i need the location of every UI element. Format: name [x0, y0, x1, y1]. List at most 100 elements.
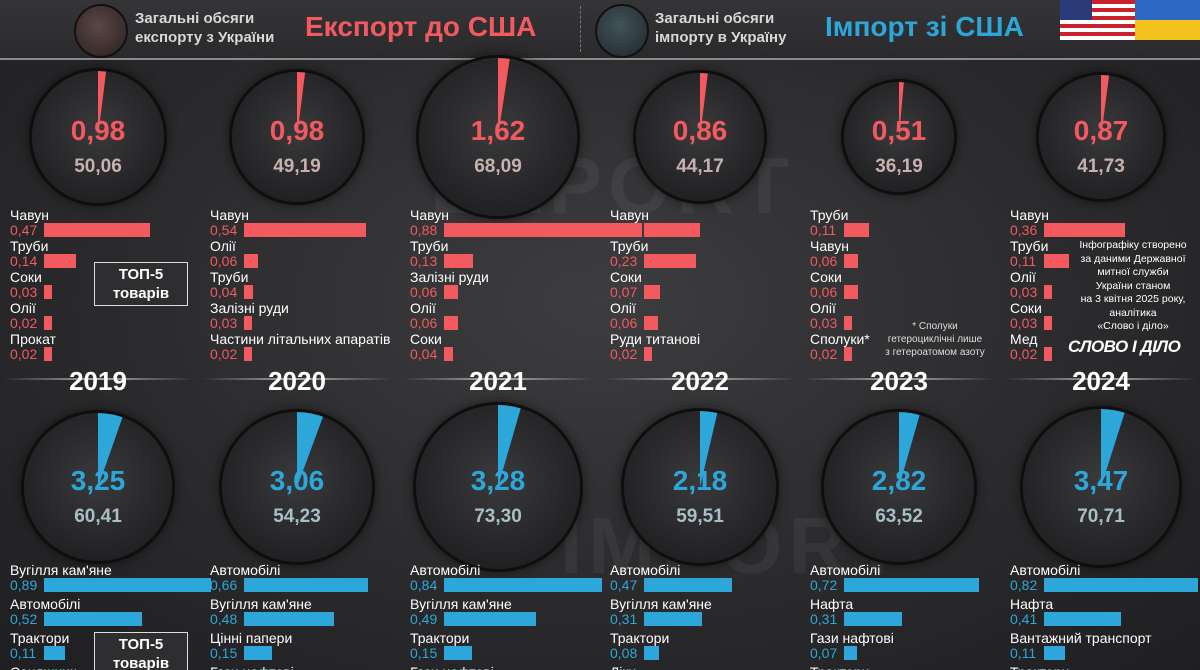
export-top5-item-label: Мед [1010, 331, 1038, 347]
import-top5-item-value: 0,41 [1010, 611, 1038, 627]
export-top5-item-bar [444, 223, 642, 237]
export-usa-value: 0,87 [1073, 115, 1129, 146]
export-legend-text: Загальні обсяги експорту з України [135, 9, 274, 47]
import-legend-line-1: Загальні обсяги [655, 10, 775, 27]
import-usa-value: 3,06 [269, 465, 325, 496]
year-divider-line [202, 378, 392, 380]
import-top5-item-bar [444, 578, 602, 592]
import-top5-item-bar [244, 612, 335, 626]
export-top5-item-label: Руди титанові [610, 331, 701, 347]
import-pie-2023: 2,82 63,52 [824, 412, 974, 562]
import-top5-item-label: Автомобілі [1010, 562, 1081, 578]
top5-box-line-2: товарів [112, 655, 170, 670]
export-top5-item-label: Олії [10, 300, 36, 316]
import-top5-item-label: Ліки [610, 664, 636, 670]
import-pie-2021: 3,28 73,30 [416, 405, 580, 569]
export-top5-item-label: Чавун [610, 207, 649, 223]
export-top5-item-bar [844, 223, 869, 237]
import-top5-item-bar [844, 612, 903, 626]
export-total-value: 44,17 [676, 156, 724, 177]
export-top5-item-label: Чавун [810, 238, 849, 254]
import-top5-item-bar [44, 578, 212, 592]
export-top5-item-bar [844, 316, 852, 330]
export-pie-2021: 1,62 68,09 [419, 58, 577, 216]
export-top5-item-bar [44, 223, 150, 237]
import-legend-text: Загальні обсяги імпорту в Україну [655, 9, 786, 47]
export-top5-item-bar [844, 347, 852, 361]
import-top5-item-bar [644, 646, 660, 660]
import-top5-item-label: Нафта [810, 596, 854, 612]
import-top5-item-label: Автомобілі [210, 562, 281, 578]
import-top5-item-bar [1044, 612, 1122, 626]
import-top5-item-label: Гази нафтові [210, 664, 294, 670]
year-label: 2019 [69, 366, 127, 396]
import-top5-item-label: Гази нафтові [810, 630, 894, 646]
year-label: 2023 [870, 366, 928, 396]
import-usa-slice [297, 412, 324, 487]
export-top5-item-value: 0,04 [410, 346, 438, 362]
export-top5-item-label: Олії [210, 238, 236, 254]
import-top5-item-value: 0,72 [810, 577, 838, 593]
export-top5-item-value: 0,54 [210, 222, 238, 238]
import-title: Імпорт зі США [825, 11, 1024, 42]
import-usa-slice [899, 412, 920, 487]
export-top5-item-bar [244, 285, 253, 299]
import-top5-item-label: Цінні папери [210, 630, 293, 646]
export-total-legend-icon [74, 4, 128, 58]
export-top5-item-value: 0,14 [10, 253, 38, 269]
export-top5-item-value: 0,03 [1010, 315, 1038, 331]
import-top5-item-value: 0,84 [410, 577, 438, 593]
import-usa-slice [498, 405, 521, 487]
export-top5-item-bar [444, 316, 458, 330]
export-top5-item-bar [244, 254, 258, 268]
export-pie-2019: 0,98 50,06 [32, 71, 164, 203]
export-top5-item-value: 0,02 [10, 346, 38, 362]
export-top5-item-value: 0,06 [610, 315, 638, 331]
import-top5-item-label: Гази нафтові [410, 664, 494, 670]
export-top5-item-bar [644, 223, 701, 237]
export-top5-item-label: Залізні руди [210, 300, 289, 316]
import-total-value: 70,71 [1077, 506, 1125, 527]
export-total-value: 50,06 [74, 156, 122, 177]
credit-line-4: України станом [1095, 279, 1171, 292]
export-total-value: 49,19 [273, 156, 321, 177]
export-title: Експорт до США [305, 11, 537, 42]
import-top5-item-label: Автомобілі [410, 562, 481, 578]
import-pie-2019: 3,25 60,41 [24, 413, 172, 561]
export-top5-item-bar [44, 316, 52, 330]
import-total-value: 73,30 [474, 506, 522, 527]
import-top5-item-value: 0,48 [210, 611, 238, 627]
source-credit: Інфографіку створено за даними Державної… [1066, 239, 1200, 334]
import-top5-item-label: Автомобілі [810, 562, 881, 578]
import-total-value: 59,51 [676, 506, 724, 527]
top5-box-line-2: товарів [112, 285, 170, 302]
import-top5-item-bar [244, 646, 273, 660]
import-top5-item-value: 0,08 [610, 645, 638, 661]
import-top5-item-value: 0,31 [810, 611, 838, 627]
export-top5-item-value: 0,03 [10, 284, 38, 300]
export-top5-item-label: Соки [610, 269, 642, 285]
import-usa-value: 2,18 [672, 465, 728, 496]
export-top5-item-label: Труби [810, 207, 849, 223]
export-legend-line-2: експорту з України [135, 29, 275, 46]
export-top5-item-label: Залізні руди [410, 269, 489, 285]
export-pie-2020: 0,98 49,19 [232, 72, 362, 202]
import-pie-svg [700, 411, 718, 487]
import-top5-item-label: Трактори [1010, 664, 1069, 670]
export-top5-item-value: 0,03 [1010, 284, 1038, 300]
year-divider-line [1006, 378, 1196, 380]
import-top5-item-label: Трактори [10, 630, 70, 646]
export-top5-item-value: 0,06 [810, 284, 838, 300]
top5-box-line-1: ТОП-5 [118, 266, 164, 283]
export-top5-item-label: Чавун [210, 207, 249, 223]
export-top5-item-bar [244, 347, 252, 361]
export-usa-value: 0,51 [871, 115, 927, 146]
import-top5-item-label: Вугілля кам'яне [610, 596, 712, 612]
import-top5-item-label: Соняшник [10, 664, 76, 670]
slovo-i-dilo-logo: СЛОВО І ДІЛО [1068, 337, 1181, 356]
year-divider-line [403, 378, 593, 380]
export-top5-item-bar [1044, 347, 1052, 361]
import-usa-slice [700, 411, 718, 487]
import-usa-value: 3,47 [1073, 465, 1129, 496]
year-label: 2020 [268, 366, 326, 396]
